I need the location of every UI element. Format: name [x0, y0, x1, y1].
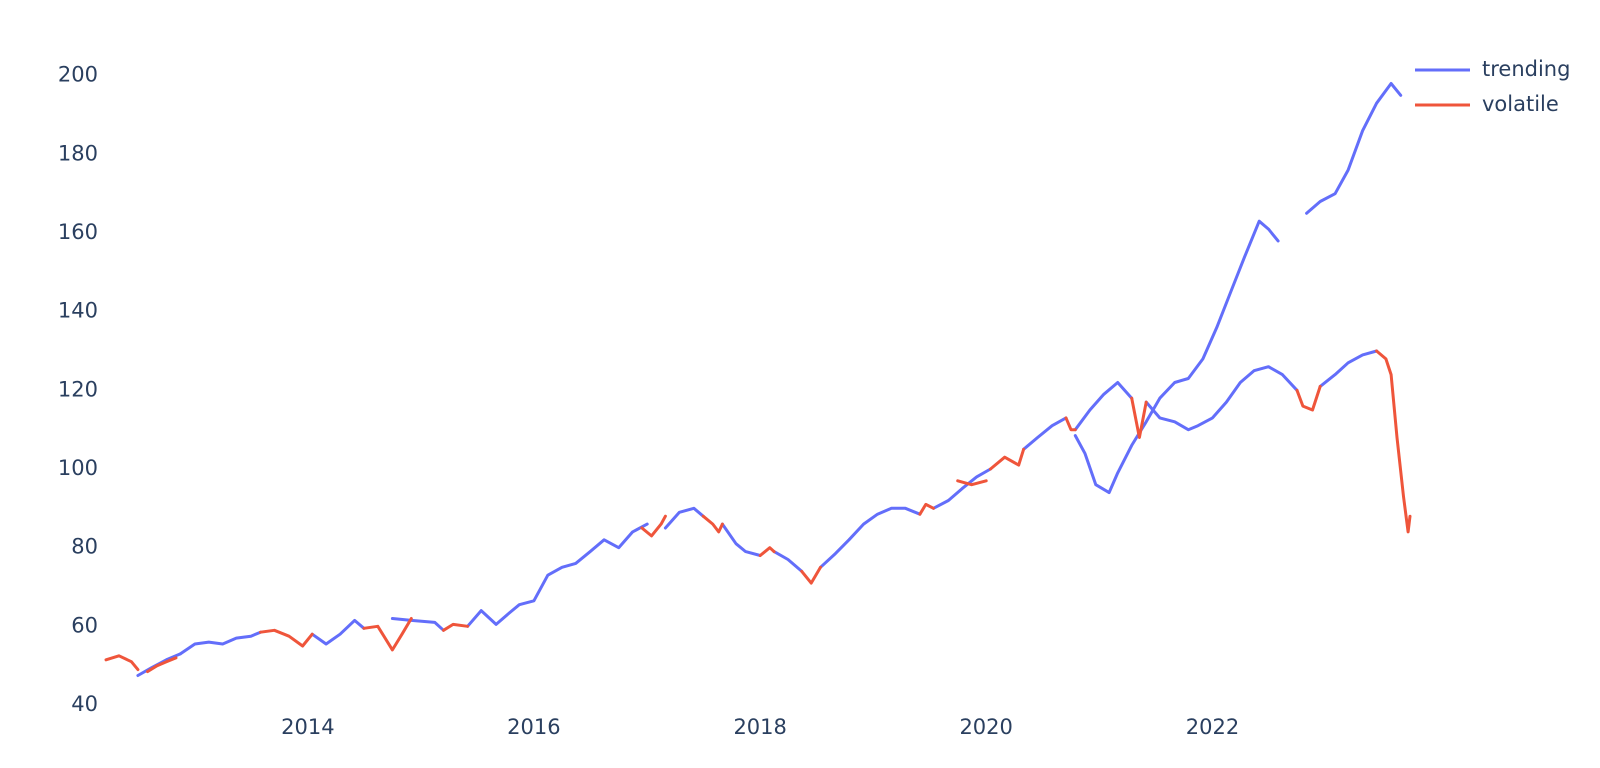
series-line-trending	[1073, 219, 1280, 495]
series-line-volatile	[956, 479, 988, 487]
series-line-trending	[932, 467, 992, 510]
series-line-volatile	[146, 656, 178, 674]
series-volatile	[104, 349, 1412, 674]
series-line-volatile	[640, 514, 667, 538]
series-line-trending	[390, 617, 445, 632]
series-line-volatile	[918, 502, 935, 516]
series-line-trending	[1144, 365, 1299, 432]
series-line-volatile	[104, 654, 140, 672]
x-tick-label: 2022	[1186, 715, 1239, 739]
y-tick-label: 100	[58, 456, 98, 480]
legend-item-volatile[interactable]: volatile	[1415, 92, 1559, 116]
series-line-trending	[819, 506, 922, 569]
series-line-volatile	[442, 622, 470, 632]
series-line-trending	[663, 506, 705, 530]
x-tick-label: 2014	[281, 715, 334, 739]
series-line-volatile	[362, 617, 413, 652]
x-axis-ticks: 2014 2016 2018 2020 2022	[281, 715, 1239, 739]
series-line-volatile	[989, 447, 1026, 471]
y-tick-label: 120	[58, 377, 98, 401]
series-line-trending	[1022, 416, 1068, 451]
series-line-trending	[772, 550, 804, 573]
series-line-volatile	[800, 565, 822, 585]
y-tick-label: 80	[71, 535, 98, 559]
x-tick-label: 2016	[507, 715, 560, 739]
series-line-volatile	[1295, 384, 1322, 412]
legend-label: volatile	[1482, 92, 1559, 116]
series-layer	[104, 82, 1412, 677]
series-line-volatile	[1064, 416, 1077, 432]
series-line-trending	[1305, 82, 1403, 215]
series-line-trending	[720, 522, 762, 557]
series-trending	[136, 82, 1403, 677]
y-tick-label: 180	[58, 141, 98, 165]
series-line-volatile	[758, 546, 776, 557]
y-tick-label: 200	[58, 63, 98, 87]
series-line-trending	[466, 522, 649, 628]
y-tick-label: 160	[58, 220, 98, 244]
series-line-volatile	[1130, 396, 1148, 439]
y-tick-label: 60	[71, 613, 98, 637]
x-tick-label: 2020	[959, 715, 1012, 739]
series-line-volatile	[701, 514, 724, 534]
y-axis-ticks: 40 60 80 100 120 140 160 180 200	[58, 63, 98, 716]
legend-label: trending	[1482, 57, 1570, 81]
y-tick-label: 40	[71, 692, 98, 716]
y-tick-label: 140	[58, 299, 98, 323]
legend-item-trending[interactable]: trending	[1415, 57, 1570, 81]
series-line-volatile	[259, 628, 314, 648]
series-line-trending	[310, 618, 366, 646]
series-line-volatile	[1375, 349, 1412, 534]
legend[interactable]: trending volatile	[1415, 57, 1570, 116]
x-tick-label: 2018	[733, 715, 786, 739]
series-line-trending	[1073, 381, 1134, 432]
series-line-trending	[178, 630, 262, 656]
series-line-trending	[1318, 349, 1379, 388]
